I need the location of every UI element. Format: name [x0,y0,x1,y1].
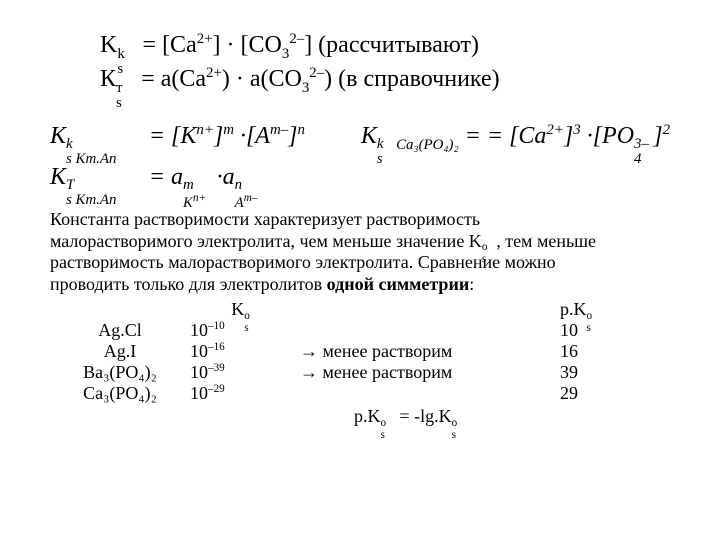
general-formulas-row2: Ks Km.AnT = amKn+ ·anAm– [50,164,670,191]
paragraph: Константа растворимости характеризует ра… [50,209,670,295]
solubility-table: Kso p.Kso Ag.Cl10–1010Ag.I10–16→ менее р… [50,299,670,404]
eq-ksk: Ksk = [Ca2+] · [CO32–] (рассчитывают) [100,30,670,64]
compound-name: Ba₃(PO₄)₂ [50,362,190,383]
kso-value: 10–39 [190,362,300,383]
table-row: Ag.Cl10–1010 [50,320,670,341]
compound-name: Ag.I [50,341,190,362]
kso-value: 10–29 [190,383,300,404]
compound-name: Ag.Cl [50,320,190,341]
kso-value: 10–16 [190,341,300,362]
note [300,383,560,404]
compound-name: Ca₃(PO₄)₂ [50,383,190,404]
note [300,320,560,341]
general-formulas-row1: Ks Km.Ank = [Kn+]m ·[Am–]n KskCa₃(PO₄)₂ … [50,122,670,154]
top-equations: Ksk = [Ca2+] · [CO32–] (рассчитывают) Кs… [100,30,670,98]
note: → менее растворим [300,341,560,362]
pks-definition: p.Kso = -lg.Kso [150,406,670,427]
formula-ksk-general: Ks Km.Ank = [Kn+]m ·[Am–]n [50,122,305,154]
table-row: Ca₃(PO₄)₂10–29 29 [50,383,670,404]
table-header: Kso p.Kso [50,299,670,320]
note: → менее растворим [300,362,560,383]
pks-value: 39 [560,362,620,383]
eq-kst: Кsт = a(Ca2+) · a(CO32–) (в справочнике) [100,64,670,98]
pks-value: 16 [560,341,620,362]
formula-ksk-ca3po4: KskCa₃(PO₄)₂ = = [Ca2+]3 ·[PO43–]2 [361,122,670,154]
pks-value: 29 [560,383,620,404]
table-row: Ba₃(PO₄)₂10–39→ менее растворим39 [50,362,670,383]
table-row: Ag.I10–16→ менее растворим16 [50,341,670,362]
